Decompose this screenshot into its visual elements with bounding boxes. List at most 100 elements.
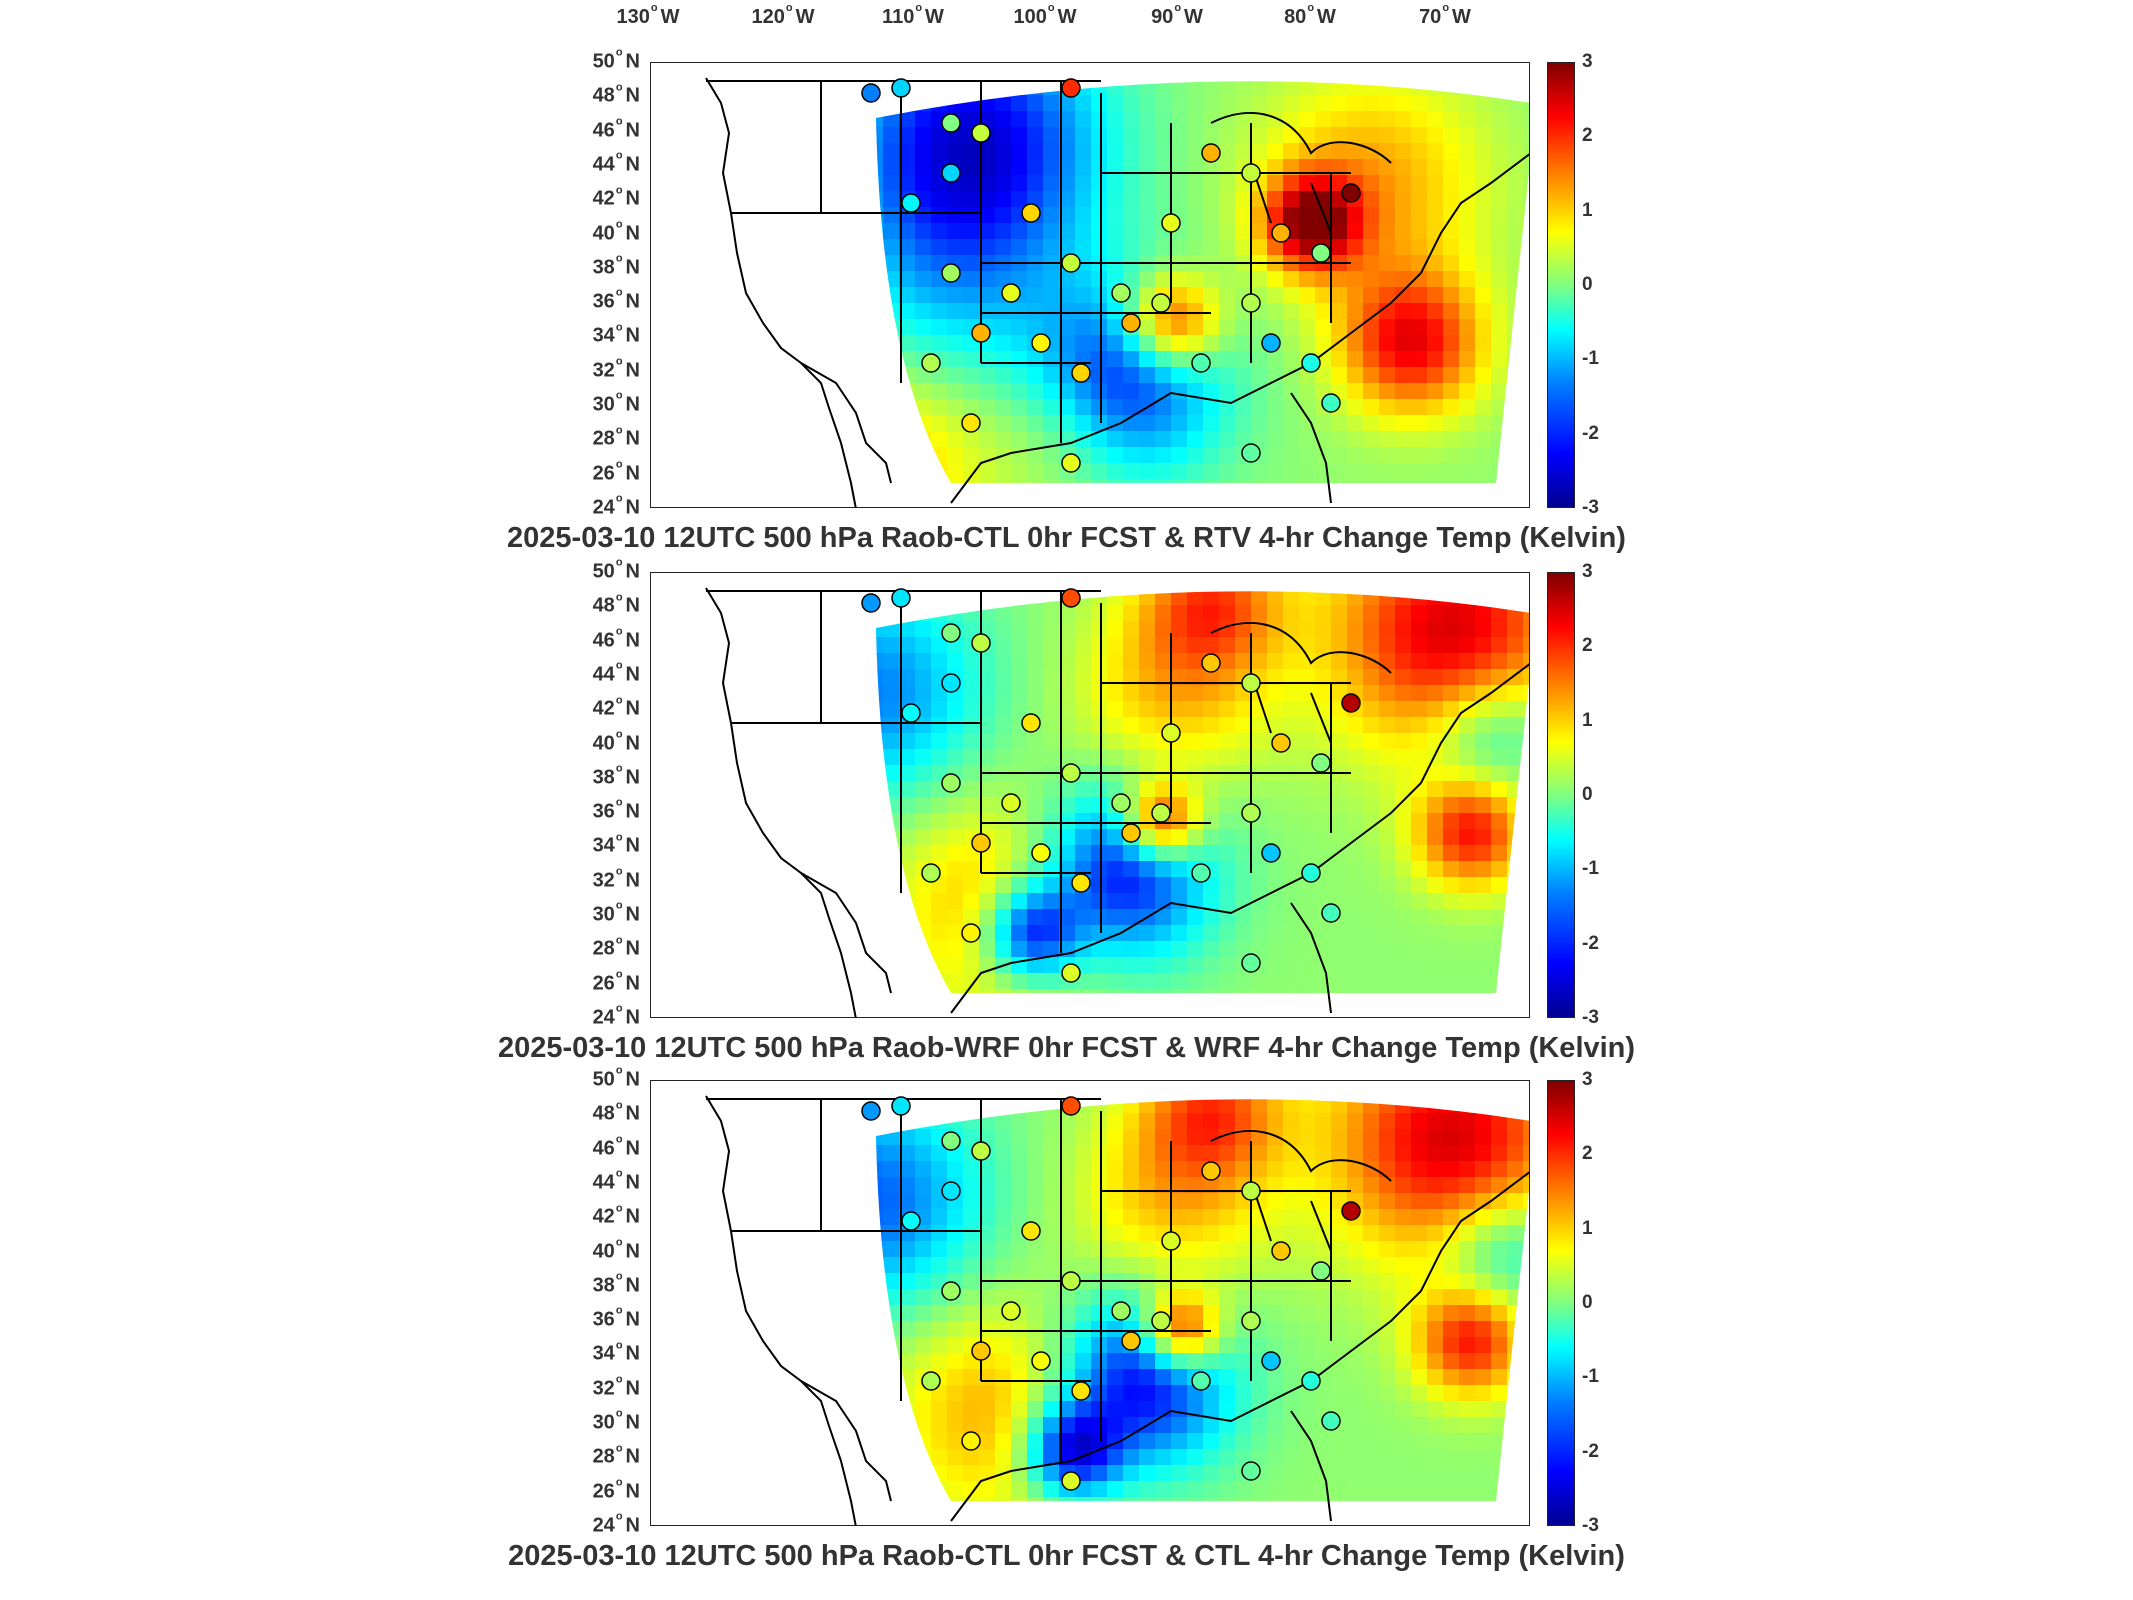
raob-station-marker (941, 1181, 961, 1201)
map-area (650, 1080, 1530, 1526)
raob-station-marker (1031, 1351, 1051, 1371)
latitude-label: 26o N (592, 968, 640, 995)
colorbar-tick-label: 3 (1582, 51, 1593, 72)
boundary-line (705, 1095, 857, 1525)
raob-station-marker (1021, 1221, 1041, 1241)
raob-station-marker (971, 1341, 991, 1361)
raob-station-marker (1061, 963, 1081, 983)
latitude-label: 30o N (592, 389, 640, 416)
latitude-label: 50o N (592, 1064, 640, 1091)
longitude-label: 90o W (1151, 2, 1203, 28)
latitude-label: 32o N (592, 865, 640, 892)
boundary-line (1210, 622, 1392, 674)
raob-station-marker (1191, 353, 1211, 373)
raob-station-marker (1191, 1371, 1211, 1391)
colorbar-tick-label: -1 (1582, 348, 1599, 370)
boundary-line (800, 872, 892, 994)
raob-station-marker (1241, 1311, 1261, 1331)
colorbar (1547, 1080, 1575, 1526)
boundary-line (981, 1099, 1351, 1461)
latitude-label: 44o N (592, 659, 640, 686)
raob-station-marker (1201, 143, 1221, 163)
raob-station-marker (1311, 1261, 1331, 1281)
boundary-line (731, 1099, 1091, 1401)
colorbar-tick-label: -3 (1582, 497, 1599, 518)
map-area (650, 62, 1530, 508)
colorbar-tick-label: -1 (1582, 1366, 1599, 1388)
boundary-line (981, 81, 1351, 443)
raob-station-marker (1151, 803, 1171, 823)
raob-station-marker (1121, 1331, 1141, 1351)
boundary-line (1290, 392, 1332, 504)
raob-station-marker (1061, 253, 1081, 273)
raob-station-marker (1311, 243, 1331, 263)
boundary-line (1210, 1130, 1392, 1182)
raob-station-marker (1021, 203, 1041, 223)
latitude-label: 42o N (592, 694, 640, 720)
raob-station-marker (1061, 588, 1081, 608)
raob-station-marker (1071, 363, 1091, 383)
raob-station-marker (1321, 1411, 1341, 1431)
colorbar-tick-label: 0 (1582, 274, 1593, 295)
boundary-line (800, 362, 892, 484)
raob-station-marker (1241, 293, 1261, 313)
raob-station-marker (971, 123, 991, 143)
colorbar-tick-label: -2 (1582, 932, 1599, 954)
raob-station-marker (1061, 1271, 1081, 1291)
boundary-line (950, 272, 1422, 504)
longitude-label: 70o W (1419, 2, 1471, 28)
latitude-label: 46o N (592, 115, 640, 142)
latitude-label: 28o N (592, 424, 640, 450)
colorbar-tick-label: 2 (1582, 1143, 1593, 1165)
boundary-line (950, 1290, 1422, 1522)
latitude-label: 48o N (592, 591, 640, 617)
colorbar-tick-label: -2 (1582, 422, 1599, 444)
raob-station-marker (941, 263, 961, 283)
latitude-label: 38o N (592, 1270, 640, 1297)
raob-station-marker (1191, 863, 1211, 883)
raob-station-marker (901, 193, 921, 213)
latitude-label: 34o N (592, 321, 640, 347)
raob-station-marker (1151, 1311, 1171, 1331)
raob-station-marker (921, 863, 941, 883)
colorbar-tick-label: 2 (1582, 125, 1593, 147)
latitude-label: 38o N (592, 252, 640, 279)
raob-station-marker (1301, 863, 1321, 883)
longitude-axis-labels: 130o W 120o W 110o W 100o W 90o W 80o W 70o W (0, 0, 2133, 40)
latitude-label: 50o N (592, 556, 640, 583)
latitude-label: 40o N (592, 728, 640, 755)
longitude-label: 80o W (1284, 2, 1336, 28)
raob-station-marker (1001, 793, 1021, 813)
latitude-label: 26o N (592, 458, 640, 485)
colorbar (1547, 62, 1575, 508)
raob-station-marker (1271, 733, 1291, 753)
raob-station-marker (891, 78, 911, 98)
longitude-label: 120o W (751, 2, 815, 28)
latitude-label: 26o N (592, 1476, 640, 1503)
latitude-label: 44o N (592, 1167, 640, 1194)
boundary-line (705, 587, 857, 1017)
panel-title: 2025-03-10 12UTC 500 hPa Raob-CTL 0hr FC… (508, 1540, 1625, 1572)
latitude-label: 46o N (592, 1133, 640, 1160)
raob-station-marker (1261, 1351, 1281, 1371)
colorbar-tick-label: -1 (1582, 858, 1599, 880)
raob-station-marker (1061, 1096, 1081, 1116)
colorbar-tick-label: -3 (1582, 1007, 1599, 1028)
latitude-label: 42o N (592, 1202, 640, 1228)
raob-station-marker (1111, 283, 1131, 303)
latitude-label: 36o N (592, 796, 640, 823)
raob-station-marker (1161, 723, 1181, 743)
latitude-label: 46o N (592, 625, 640, 652)
raob-station-marker (901, 703, 921, 723)
raob-station-marker (921, 1371, 941, 1391)
latitude-label: 36o N (592, 286, 640, 313)
latitude-label: 38o N (592, 762, 640, 789)
raob-station-marker (1241, 803, 1261, 823)
longitude-label: 110o W (882, 2, 944, 28)
panel-title: 2025-03-10 12UTC 500 hPa Raob-CTL 0hr FC… (507, 522, 1626, 554)
raob-station-marker (1341, 183, 1361, 203)
raob-station-marker (1031, 333, 1051, 353)
raob-station-marker (1271, 1241, 1291, 1261)
colorbar-tick-label: 0 (1582, 784, 1593, 805)
boundary-line (1420, 663, 1529, 784)
